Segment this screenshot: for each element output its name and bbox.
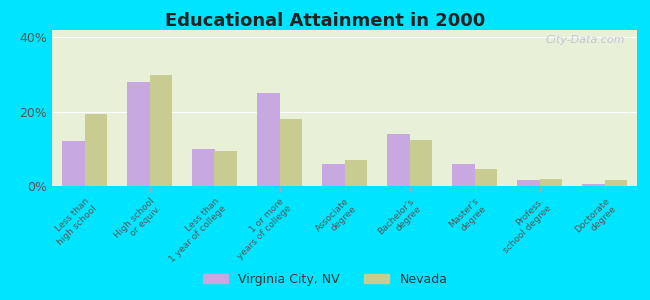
Bar <box>517 180 540 186</box>
Bar <box>387 134 410 186</box>
Bar <box>604 180 627 186</box>
Bar <box>84 114 107 186</box>
Bar <box>410 140 432 186</box>
Text: Educational Attainment in 2000: Educational Attainment in 2000 <box>165 12 485 30</box>
Bar <box>540 178 562 186</box>
Legend: Virginia City, NV, Nevada: Virginia City, NV, Nevada <box>198 268 452 291</box>
Bar <box>582 184 604 186</box>
Bar <box>280 119 302 186</box>
Bar <box>127 82 150 186</box>
Bar <box>214 151 237 186</box>
Bar <box>192 149 215 186</box>
Bar <box>474 169 497 186</box>
Bar <box>257 93 280 186</box>
Bar <box>62 141 84 186</box>
Bar <box>452 164 474 186</box>
Bar <box>150 75 172 186</box>
Text: City-Data.com: City-Data.com <box>546 35 625 45</box>
Bar <box>322 164 344 186</box>
Bar <box>344 160 367 186</box>
